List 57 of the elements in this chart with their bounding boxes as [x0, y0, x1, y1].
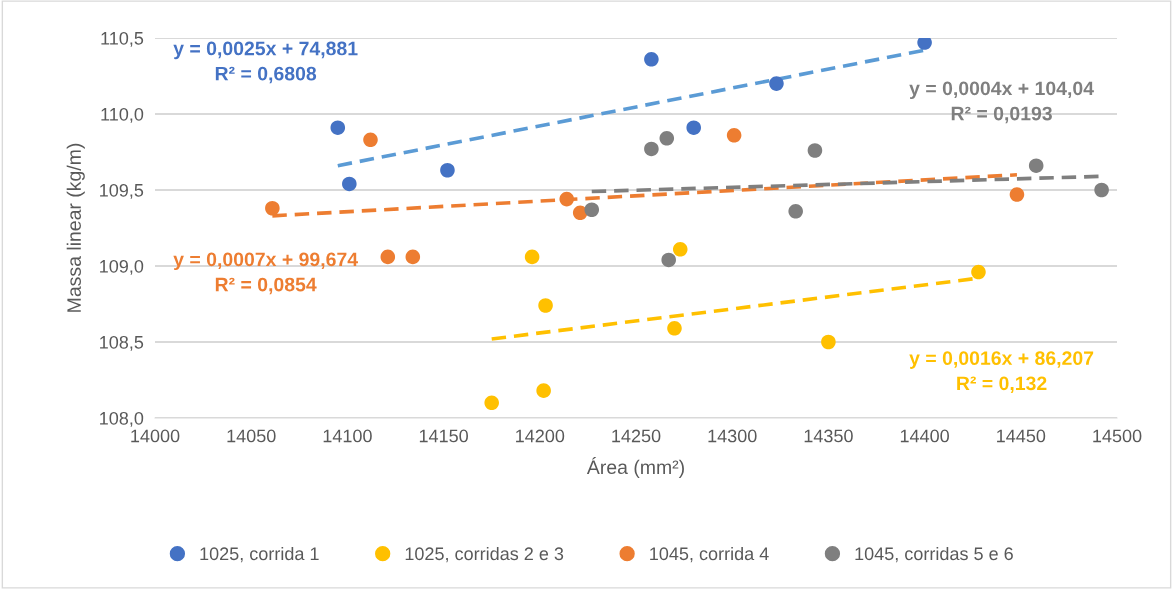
- point: [971, 264, 986, 280]
- y-tick-label: 110,5: [101, 31, 144, 47]
- x-tick-label: 14250: [612, 429, 661, 443]
- point: [917, 38, 932, 50]
- y-tick-label: 108,5: [100, 335, 144, 351]
- x-tick-label: 14350: [804, 429, 853, 443]
- y-tick-label: 109,0: [100, 259, 144, 275]
- legend-label: 1025, corridas 2 e 3: [405, 546, 564, 563]
- legend-label: 1025, corrida 1: [200, 546, 319, 563]
- point: [667, 321, 682, 336]
- point: [659, 131, 675, 146]
- point: [559, 191, 575, 207]
- point: [536, 383, 551, 398]
- annotation: y = 0,0016x + 86,207 R² = 0,132: [909, 351, 1094, 394]
- x-tick-label: 14100: [323, 429, 372, 443]
- point: [769, 76, 784, 91]
- annotation: y = 0,0007x + 99,674 R² = 0,0854: [173, 252, 358, 295]
- point: [807, 143, 823, 158]
- point: [1028, 158, 1044, 173]
- point: [686, 120, 701, 135]
- x-tick-label: 14500: [1093, 429, 1142, 443]
- y-tick-label: 109,5: [100, 183, 144, 199]
- point: [661, 252, 676, 268]
- point: [440, 162, 455, 178]
- point: [484, 395, 499, 411]
- x-tick-label: 14400: [900, 429, 949, 443]
- y-tick-label: 108,0: [100, 411, 144, 427]
- point: [380, 249, 396, 265]
- point: [538, 298, 553, 313]
- x-tick-label: 14150: [419, 429, 468, 443]
- point: [405, 249, 421, 265]
- point: [672, 242, 688, 257]
- point: [330, 120, 346, 135]
- x-tick-label: 14200: [516, 429, 565, 443]
- point: [821, 334, 836, 350]
- point: [726, 128, 742, 143]
- point: [1009, 187, 1025, 202]
- x-tick-label: 14050: [227, 429, 276, 443]
- point: [265, 200, 280, 216]
- point: [644, 52, 659, 67]
- point: [363, 132, 378, 148]
- y-axis-title: Massa linear (kg/m): [66, 143, 85, 312]
- annotation: y = 0,0025x + 74,881 R² = 0,6808: [173, 41, 358, 84]
- x-tick-label: 14300: [708, 429, 757, 443]
- point: [788, 204, 803, 219]
- x-tick-label: 14000: [131, 429, 180, 443]
- point: [644, 141, 659, 157]
- legend-label: 1045, corrida 4: [650, 546, 769, 563]
- point: [1094, 182, 1109, 198]
- x-tick-label: 14450: [997, 429, 1046, 443]
- y-tick-label: 110,0: [101, 107, 144, 123]
- point: [342, 176, 357, 192]
- annotation: y = 0,0004x + 104,04 R² = 0,0193: [909, 81, 1094, 124]
- x-axis-title: Área (mm²): [586, 457, 684, 478]
- legend-label: 1045, corridas 5 e 6: [855, 546, 1013, 563]
- point: [524, 249, 540, 265]
- point: [584, 202, 600, 218]
